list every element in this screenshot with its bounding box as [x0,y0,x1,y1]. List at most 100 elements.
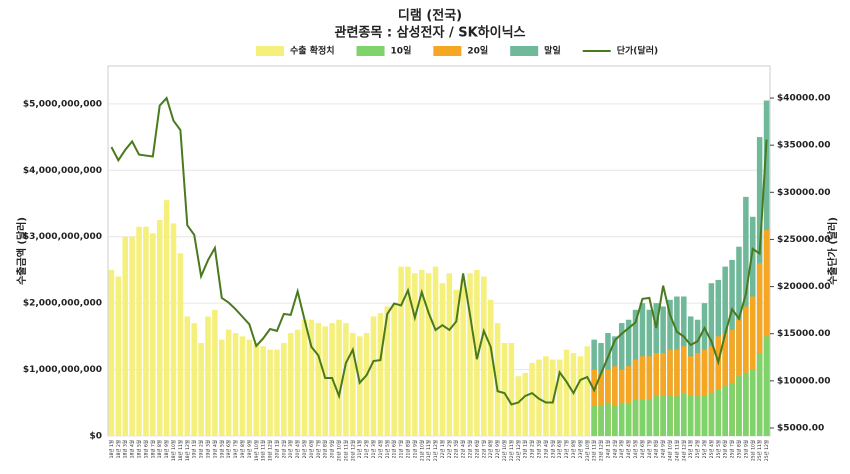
x-tick-label: 23년 12월 [598,440,605,461]
bar [750,369,756,436]
x-tick-label: 20년 11월 [342,440,349,461]
x-tick-label: 20년 4월 [294,440,301,458]
x-tick-label: 24년 8월 [653,440,660,458]
bar [494,323,501,436]
bar [432,266,439,436]
bar [419,269,425,436]
y-tick-label: $4,000,000,000 [23,166,102,176]
bar [384,306,391,436]
x-tick-label: 22년 8월 [487,440,494,458]
bar [308,319,315,436]
x-tick-label: 21년 7월 [398,440,405,458]
x-tick-label: 24년 1월 [604,440,611,458]
bar [729,382,735,436]
bar [674,349,680,436]
x-tick-label: 21년 2월 [363,440,370,458]
bar [681,392,687,436]
x-tick-label: 18년 5월 [136,440,143,458]
x-tick-label: 20년 3월 [287,440,294,458]
x-tick-label: 20년 1월 [273,440,280,458]
bar [508,343,515,436]
x-tick-label: 21년 11월 [425,440,432,461]
bar [225,329,232,436]
bar [143,226,149,436]
x-tick-label: 23년 10월 [584,440,591,461]
x-tick-label: 23년 1월 [522,440,529,458]
bar [315,323,322,436]
y2-tick-label: $30000.00 [777,188,831,198]
bar [584,346,591,436]
x-tick-label: 23년 11월 [591,440,598,461]
y2-tick-label: $15000.00 [777,329,831,339]
bar [129,236,135,436]
x-tick-label: 21년 4월 [377,440,384,458]
y-tick-label: $1,000,000,000 [23,365,102,375]
bar [694,396,701,436]
chart-title: 디램 (전국) [398,8,462,24]
y-tick-label: $2,000,000,000 [23,299,102,309]
x-tick-label: 22년 9월 [494,440,501,458]
x-tick-label: 19년 1월 [191,440,198,458]
bar [267,349,273,436]
bar [274,349,280,436]
bar [756,263,763,436]
bar [625,402,632,436]
legend-swatch [510,46,539,56]
x-tick-label: 19년 3월 [204,440,211,458]
bar [281,343,287,436]
bar [701,349,708,436]
bar [405,266,411,436]
bar [743,372,749,436]
bar [715,336,722,436]
bar [232,333,239,436]
x-tick-label: 19년 12월 [267,440,274,461]
x-tick-label: 22년 12월 [515,440,522,461]
x-tick-label: 24년 12월 [680,440,687,461]
x-tick-label: 25년 8월 [735,440,742,458]
x-tick-label: 21년 12월 [432,440,439,461]
x-tick-label: 20년 7월 [315,440,322,458]
bar [350,333,356,436]
bar [115,276,122,436]
x-tick-label: 23년 7월 [563,440,570,458]
x-tick-label: 19년 2월 [198,440,205,458]
x-tick-label: 21년 10월 [418,440,425,461]
bar [756,352,763,436]
x-tick-label: 18년 12월 [184,440,191,461]
bar [743,306,749,436]
x-tick-label: 20년 10월 [336,440,343,461]
bar [301,319,308,436]
x-tick-label: 22년 3월 [453,440,460,458]
x-tick-label: 24년 4월 [625,440,632,458]
x-tick-label: 25년 11월 [756,440,763,461]
bar [260,346,266,436]
bar [639,399,646,436]
x-tick-label: 21년 3월 [370,440,377,458]
x-tick-label: 24년 2월 [611,440,618,458]
x-tick-label: 18년 3월 [122,440,129,458]
bar [439,283,446,436]
x-tick-label: 21년 5월 [384,440,391,458]
x-tick-label: 19년 10월 [253,440,260,461]
x-tick-label: 24년 7월 [646,440,653,458]
bar [177,253,184,436]
legend-label: 10일 [391,45,412,57]
bar [646,356,653,436]
x-tick-label: 20년 6월 [308,440,315,458]
x-tick-label: 22년 4월 [460,440,467,458]
bar [122,236,128,436]
x-tick-label: 22년 6월 [473,440,480,458]
bar [750,296,756,436]
y-axis-label: 수출금액 (달러) [15,217,28,285]
y2-tick-label: $5000.00 [777,423,824,433]
bar [736,376,742,436]
bar [591,406,597,436]
bar [487,299,494,436]
bar [336,319,342,436]
price-line [110,96,768,406]
bar [708,346,715,436]
legend-swatch [433,46,462,56]
bar [722,386,728,436]
x-tick-label: 25년 10월 [749,440,756,461]
bar [550,359,556,436]
